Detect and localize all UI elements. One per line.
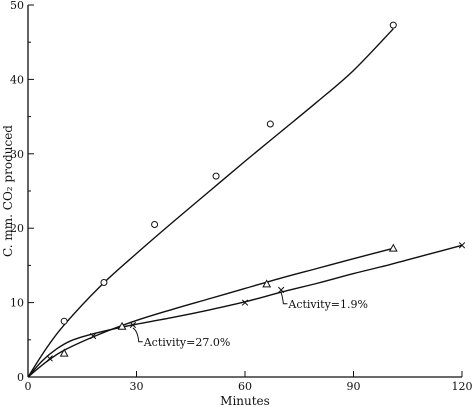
data-point-circle <box>389 21 397 29</box>
x-axis-label: Minutes <box>220 394 270 407</box>
series-triangle-curve <box>27 247 394 378</box>
data-point-triangle <box>117 321 127 330</box>
series-curves <box>27 28 463 378</box>
data-point-x <box>89 332 97 340</box>
data-point-circle <box>266 120 274 128</box>
annotations: Activity=27.0% Activity=1.9% <box>132 292 368 349</box>
x-tick-label: 120 <box>452 380 473 393</box>
y-tick-label: 30 <box>10 148 24 161</box>
y-tick-label: 0 <box>17 371 24 384</box>
data-point-x <box>278 286 285 294</box>
series-markers <box>46 21 466 362</box>
data-point-x <box>46 355 53 362</box>
data-point-circle <box>60 317 68 325</box>
y-tick-label: 40 <box>10 73 24 86</box>
x-ticks: 0 30 60 90 120 <box>25 371 473 393</box>
y-tick-label: 50 <box>10 0 24 12</box>
data-point-triangle <box>59 348 69 357</box>
data-point-triangle <box>262 279 272 288</box>
x-tick-label: 0 <box>25 380 32 393</box>
annotation-label: Activity=1.9% <box>287 298 368 311</box>
data-point-x <box>458 242 466 249</box>
data-point-x <box>129 321 137 329</box>
data-point-circle <box>151 220 159 228</box>
series-x-curve <box>27 244 463 378</box>
y-ticks: 0 10 20 30 40 50 <box>10 0 34 384</box>
x-tick-label: 30 <box>130 380 144 393</box>
annotation-label: Activity=27.0% <box>143 336 231 349</box>
y-tick-label: 10 <box>10 297 24 310</box>
annotation-leader <box>132 327 143 343</box>
x-tick-label: 90 <box>347 380 361 393</box>
annotation-leader <box>280 292 288 305</box>
y-axis-label: C. mm. CO₂ produced <box>1 125 15 257</box>
x-tick-label: 60 <box>238 380 252 393</box>
data-point-triangle <box>388 243 398 252</box>
series-circle-curve <box>27 28 394 378</box>
data-point-circle <box>100 279 108 287</box>
data-point-x <box>241 299 249 306</box>
data-point-circle <box>212 172 220 180</box>
y-tick-label: 20 <box>10 222 24 235</box>
